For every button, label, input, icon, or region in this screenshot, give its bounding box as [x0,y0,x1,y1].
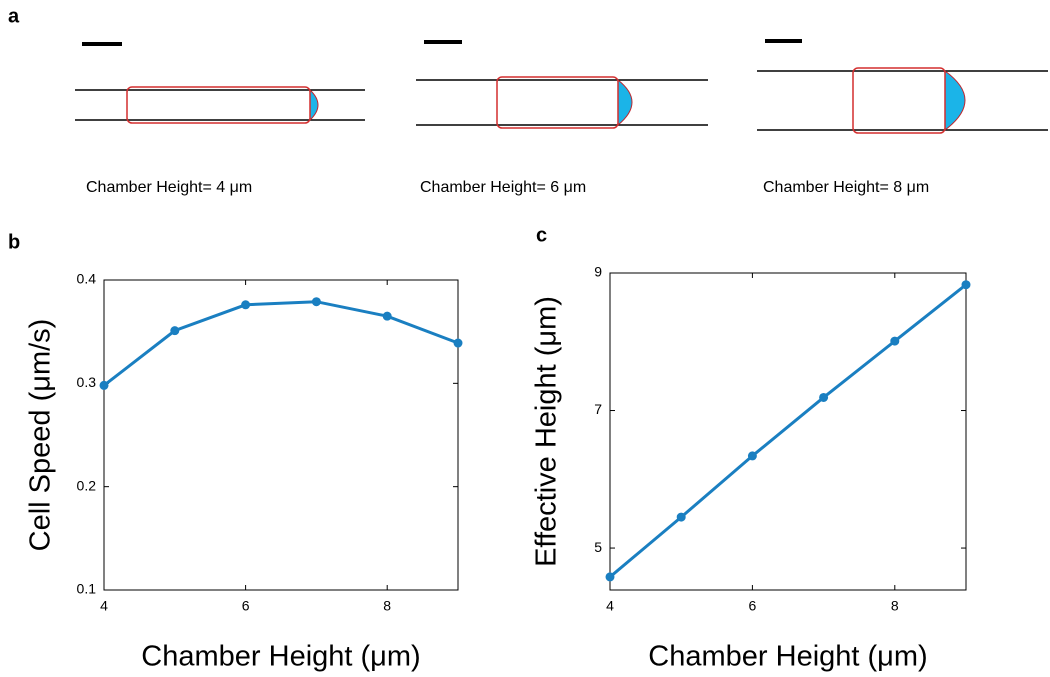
panel-label: b [8,231,20,253]
panel-label: a [8,5,20,27]
x-tick-label: 6 [242,598,250,614]
axes-frame [610,273,966,590]
caption: Chamber Height= 6 μm [420,179,586,196]
data-point [677,513,685,521]
y-axis-label: Effective Height (μm) [531,296,563,567]
panel-label: c [536,224,547,246]
y-axis-label: Cell Speed (μm/s) [25,319,57,552]
x-axis-label: Chamber Height (μm) [648,641,927,673]
diagram-4um [75,44,365,123]
data-point [454,339,462,347]
caption: Chamber Height= 4 μm [86,179,252,196]
x-tick-label: 4 [100,598,108,614]
x-tick-label: 8 [891,598,899,614]
caption: Chamber Height= 8 μm [763,179,929,196]
x-tick-label: 4 [606,598,614,614]
data-point [100,381,108,389]
x-axis-label: Chamber Height (μm) [141,641,420,673]
figure: a Chamber Height= 4 μm Chamber Height= 6… [0,0,1050,677]
y-tick-label: 5 [594,539,602,555]
data-point [312,298,320,306]
y-tick-label: 0.3 [77,374,97,390]
data-point [748,452,756,460]
y-tick-label: 0.1 [77,581,97,597]
y-tick-label: 7 [594,401,602,417]
data-point [242,301,250,309]
y-tick-label: 0.2 [77,477,97,493]
x-tick-label: 8 [383,598,391,614]
data-point [891,337,899,345]
data-line [610,285,966,577]
diagram-6um [416,42,708,128]
diagram-8um [757,41,1048,133]
data-point [962,281,970,289]
data-line [104,302,458,386]
x-tick-label: 6 [749,598,757,614]
data-point [383,312,391,320]
data-point [820,393,828,401]
axes-frame [104,280,458,590]
data-point [606,573,614,581]
data-point [171,327,179,335]
y-tick-label: 9 [594,264,602,280]
y-tick-label: 0.4 [77,271,97,287]
